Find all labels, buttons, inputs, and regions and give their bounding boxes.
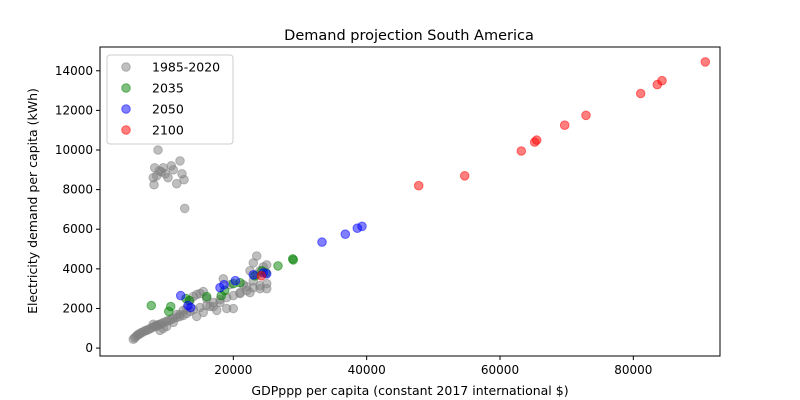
- data-point: [700, 57, 711, 67]
- legend-label: 1985-2020: [152, 60, 220, 75]
- data-point: [201, 291, 212, 302]
- x-tick-label: 80000: [614, 363, 652, 377]
- chart-title: Demand projection South America: [284, 28, 534, 44]
- data-point: [288, 255, 299, 265]
- data-point: [273, 261, 283, 271]
- legend-marker: [121, 83, 131, 93]
- data-point: [235, 287, 245, 298]
- data-point: [256, 271, 267, 281]
- data-point: [219, 279, 229, 290]
- legend-label: 2100: [152, 123, 184, 138]
- x-tick-label: 40000: [348, 363, 386, 377]
- y-tick-label: 2000: [62, 301, 93, 315]
- data-point: [179, 203, 190, 214]
- x-tick-label: 60000: [481, 363, 519, 377]
- data-point: [413, 180, 424, 191]
- data-point: [163, 172, 173, 183]
- data-point: [168, 165, 179, 175]
- data-point: [317, 237, 327, 247]
- data-point: [168, 317, 179, 328]
- data-point: [146, 300, 157, 311]
- x-tick-label: 20000: [214, 363, 252, 377]
- data-point: [230, 275, 241, 286]
- x-axis-label: GDPppp per capita (constant 2017 interna…: [251, 383, 568, 398]
- y-tick-label: 12000: [55, 103, 93, 117]
- data-point: [559, 120, 570, 130]
- data-point: [228, 303, 239, 314]
- data-point: [531, 135, 542, 145]
- y-axis-ticks: 0 2000 4000 6000 8000 10000 12000 14000: [55, 64, 100, 355]
- series-2100: [256, 57, 711, 281]
- y-tick-label: 6000: [62, 222, 93, 236]
- data-point: [516, 146, 527, 156]
- data-point: [581, 110, 591, 121]
- y-tick-label: 14000: [55, 64, 93, 78]
- y-tick-label: 8000: [62, 183, 93, 197]
- data-point: [171, 178, 182, 189]
- data-point: [211, 305, 222, 316]
- data-point: [153, 145, 163, 155]
- data-point: [165, 301, 176, 312]
- plot-area-frame: [99, 46, 721, 357]
- x-axis-ticks: 20000 40000 60000 80000: [214, 356, 652, 377]
- series-1985-2020: [128, 145, 272, 345]
- data-point: [245, 287, 255, 298]
- y-axis-label: Electricity demand per capita (kWh): [25, 88, 40, 314]
- legend-box: [106, 54, 234, 145]
- data-point: [185, 302, 196, 313]
- legend-label: 2035: [152, 81, 184, 96]
- legend: 1985-2020 2035 2050 2100: [106, 54, 234, 145]
- data-point: [248, 270, 259, 280]
- legend-label: 2050: [152, 102, 184, 117]
- data-point: [171, 309, 182, 320]
- data-point: [459, 171, 470, 181]
- data-point: [191, 311, 202, 322]
- data-point: [261, 283, 272, 294]
- legend-marker: [121, 104, 131, 114]
- data-point: [179, 174, 189, 185]
- data-point: [149, 179, 159, 190]
- points-layer: [128, 57, 711, 345]
- legend-marker: [121, 62, 131, 72]
- y-tick-label: 10000: [55, 143, 93, 157]
- data-point: [657, 75, 667, 86]
- data-point: [357, 221, 367, 232]
- y-tick-label: 0: [85, 341, 93, 355]
- legend-marker: [121, 125, 131, 135]
- data-point: [635, 88, 646, 99]
- data-point: [340, 229, 351, 239]
- data-point: [175, 156, 185, 166]
- data-point: [175, 290, 186, 301]
- data-point: [251, 251, 262, 261]
- y-tick-label: 4000: [62, 262, 93, 276]
